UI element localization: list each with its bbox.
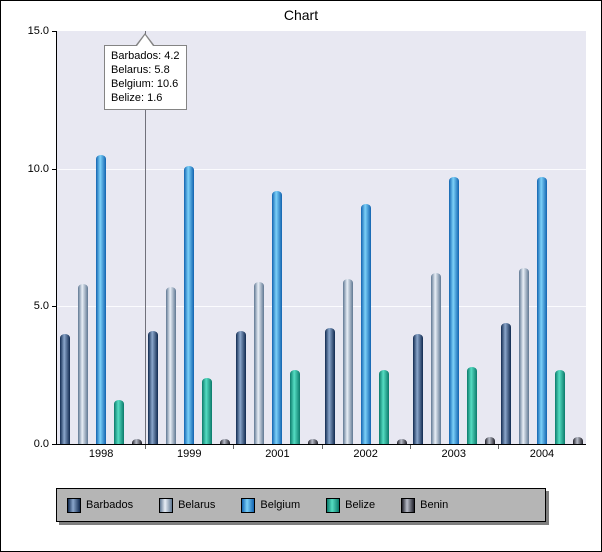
y-axis-label-15.0: 15.0 — [27, 25, 49, 37]
bar-belarus-2002[interactable] — [342, 278, 353, 444]
x-axis-tick — [233, 445, 235, 449]
bar-benin-1999[interactable] — [220, 438, 231, 444]
tooltip-line: Belize: 1.6 — [111, 92, 163, 104]
legend-swatch-belize — [326, 497, 341, 513]
bar-belarus-1999[interactable] — [166, 287, 177, 444]
legend-swatch-belarus — [159, 497, 174, 513]
legend-label: Barbados — [86, 499, 134, 511]
legend-item-belize: Belize — [326, 497, 376, 513]
bar-barbados-1998[interactable] — [60, 333, 71, 444]
bar-belize-1998[interactable] — [114, 399, 125, 444]
x-axis-tick — [321, 445, 323, 449]
y-axis-tick — [52, 306, 56, 307]
bar-barbados-2004[interactable] — [500, 322, 511, 444]
x-axis-label-1998: 1998 — [88, 448, 114, 460]
y-axis-label-0.0: 0.0 — [33, 438, 49, 450]
x-axis-labels: 1998 1999 2001 2002 2003 2004 — [57, 448, 586, 460]
bar-benin-2001[interactable] — [308, 438, 319, 444]
legend-swatch-benin — [401, 497, 416, 513]
bar-belize-2001[interactable] — [290, 369, 301, 444]
x-axis-label-1999: 1999 — [177, 448, 202, 460]
tooltip-line: Belgium: 10.6 — [111, 78, 179, 90]
crosshair-line — [145, 31, 146, 444]
bar-benin-1998[interactable] — [132, 438, 143, 444]
plot-area: Barbados: 4.2 Belarus: 5.8 Belgium: 10.6 Be… — [56, 31, 586, 445]
legend: Barbados Belarus Belgium Belize Benin — [56, 488, 546, 522]
chart-title: Chart — [283, 7, 319, 23]
bar-belgium-2003[interactable] — [448, 176, 459, 444]
x-axis-label-2001: 2001 — [265, 448, 290, 460]
bar-belgium-2002[interactable] — [360, 204, 371, 444]
bar-belgium-1999[interactable] — [184, 165, 195, 444]
x-axis-label-2004: 2004 — [529, 448, 555, 460]
legend-label: Belgium — [260, 499, 301, 511]
bar-belgium-2001[interactable] — [272, 190, 283, 444]
bar-group-1998 — [57, 31, 145, 444]
gridline — [57, 169, 586, 170]
y-axis-label-5.0: 5.0 — [33, 300, 49, 313]
bar-belize-2002[interactable] — [378, 369, 389, 444]
bar-belgium-1998[interactable] — [96, 154, 107, 444]
bar-group-2003 — [410, 31, 498, 444]
legend-label: Benin — [420, 499, 449, 511]
x-axis-label-2003: 2003 — [441, 448, 467, 460]
bar-groups — [57, 31, 586, 444]
y-axis-tick — [52, 31, 56, 32]
bar-barbados-2003[interactable] — [412, 333, 423, 444]
bar-belize-2004[interactable] — [554, 369, 565, 444]
bar-belarus-2004[interactable] — [518, 267, 529, 444]
legend-item-belgium: Belgium — [241, 497, 301, 513]
bar-belarus-2001[interactable] — [254, 281, 265, 444]
y-axis-label-10.0: 10.0 — [27, 162, 49, 175]
bar-group-2004 — [498, 31, 586, 444]
y-axis-tick — [52, 169, 56, 170]
bar-benin-2004[interactable] — [572, 437, 583, 444]
tooltip-line: Belarus: 5.8 — [111, 64, 170, 76]
bar-barbados-2002[interactable] — [324, 328, 335, 444]
legend-swatch-belgium — [241, 497, 256, 513]
tooltip: Barbados: 4.2 Belarus: 5.8 Belgium: 10.6 Be… — [104, 33, 187, 110]
x-axis-tick — [409, 445, 411, 449]
bar-belize-1999[interactable] — [202, 377, 213, 444]
gridline — [57, 306, 586, 307]
legend-item-belarus: Belarus — [159, 497, 216, 513]
x-axis-tick — [497, 445, 499, 449]
bar-benin-2002[interactable] — [396, 438, 407, 444]
legend-item-benin: Benin — [401, 497, 449, 513]
bar-belgium-2004[interactable] — [536, 176, 547, 444]
tooltip-line: Barbados: 4.2 — [111, 50, 180, 62]
bar-group-2002 — [322, 31, 410, 444]
bar-belize-2003[interactable] — [466, 366, 477, 444]
bar-group-2001 — [233, 31, 321, 444]
bar-belarus-2003[interactable] — [430, 273, 441, 444]
x-axis-label-2002: 2002 — [353, 448, 378, 460]
bar-barbados-1999[interactable] — [148, 331, 159, 444]
bar-benin-2003[interactable] — [484, 437, 495, 444]
bar-belarus-1998[interactable] — [78, 284, 89, 444]
legend-item-barbados: Barbados — [67, 497, 134, 513]
bar-barbados-2001[interactable] — [236, 331, 247, 444]
x-axis-tick — [145, 445, 147, 449]
y-axis-tick — [52, 444, 56, 445]
legend-label: Belize — [345, 499, 376, 511]
legend-label: Belarus — [178, 499, 216, 511]
bar-group-1999 — [145, 31, 233, 444]
legend-swatch-barbados — [67, 497, 81, 513]
